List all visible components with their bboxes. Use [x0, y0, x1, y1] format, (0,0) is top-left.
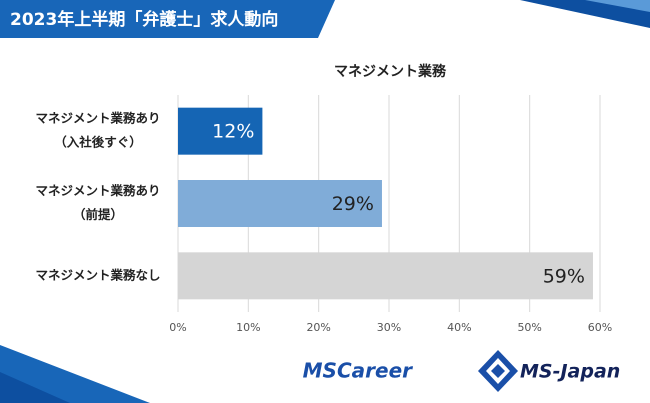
x-tick-label: 60% — [588, 321, 612, 334]
y-tick-label: （前提） — [73, 207, 123, 222]
header-banner — [0, 0, 335, 38]
header-stripe — [585, 0, 650, 12]
bar — [178, 180, 382, 227]
x-tick-label: 20% — [306, 321, 330, 334]
x-tick-label: 50% — [517, 321, 541, 334]
corner-decoration — [0, 372, 70, 403]
value-label: 12% — [212, 121, 254, 143]
y-tick-label: （入社後すぐ） — [54, 135, 142, 150]
logo: MSCareer — [303, 359, 413, 383]
value-label: 59% — [543, 265, 585, 287]
x-tick-label: 10% — [236, 321, 260, 334]
logo-icon — [478, 350, 518, 392]
bar — [178, 107, 263, 155]
corner-decoration — [0, 345, 150, 403]
bar — [178, 252, 593, 300]
x-tick-label: 30% — [377, 321, 401, 334]
header-title: 2023年上半期「弁護士」求人動向 — [10, 9, 278, 30]
logo: MS-Japan — [520, 361, 620, 383]
y-tick-label: マネジメント業務あり — [35, 183, 160, 198]
x-tick-label: 40% — [447, 321, 471, 334]
x-tick-label: 0% — [169, 321, 186, 334]
y-tick-label: マネジメント業務あり — [35, 111, 160, 126]
y-tick-label: マネジメント業務なし — [35, 267, 160, 282]
chart-title: マネジメント業務 — [334, 63, 447, 80]
value-label: 29% — [332, 193, 374, 215]
header-stripe — [520, 0, 650, 28]
